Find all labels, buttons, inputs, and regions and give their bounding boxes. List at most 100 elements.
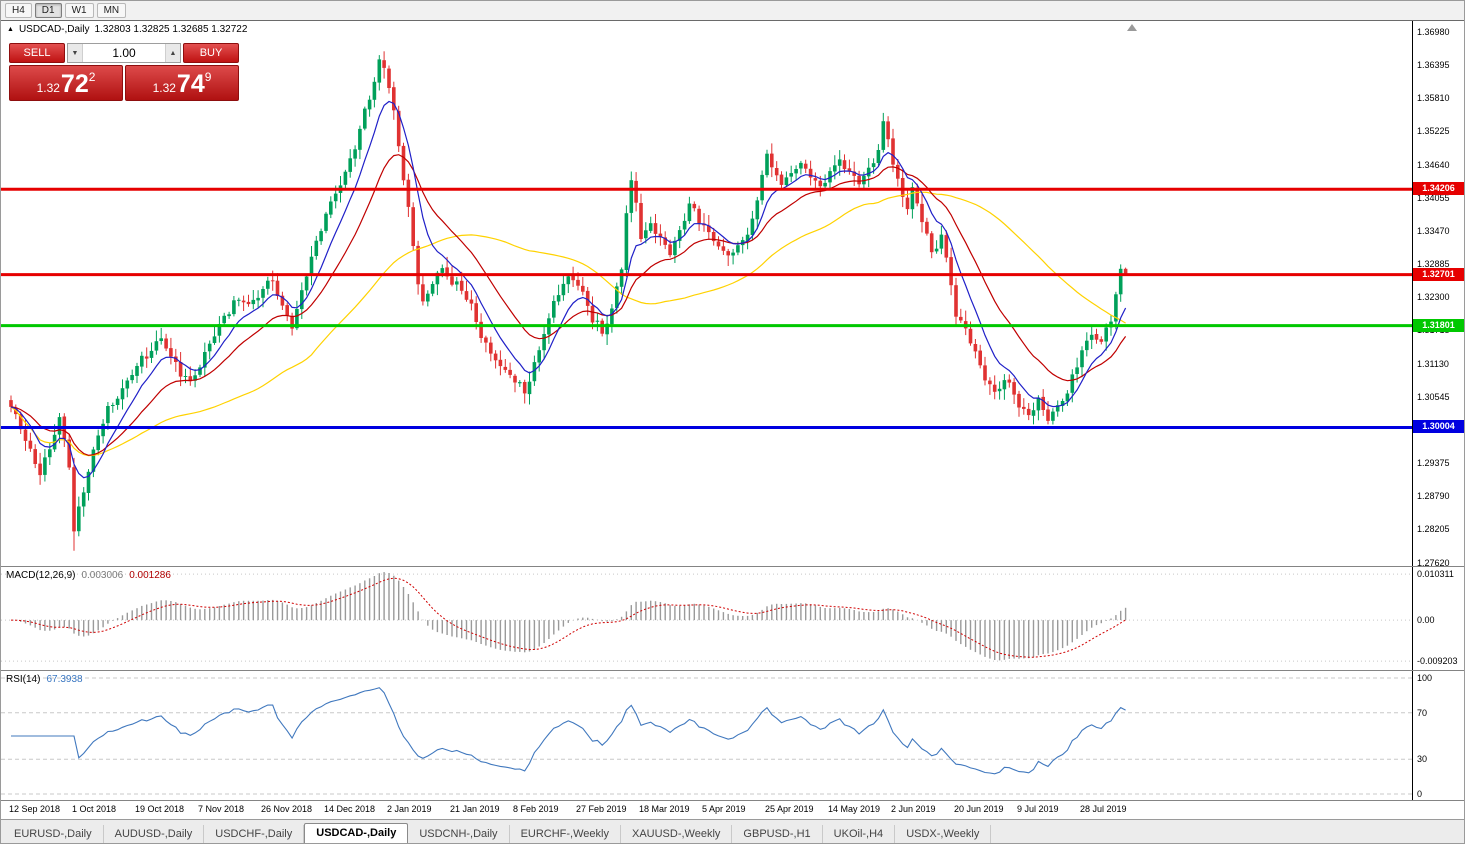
rsi-axis-label: 30 — [1417, 754, 1428, 765]
price-chart-canvas[interactable] — [1, 21, 1412, 566]
ohlc-values: 1.32803 1.32825 1.32685 1.32722 — [94, 24, 248, 35]
main-chart-panel: 1.36980 1.36395 1.35810 1.35225 1.34640 1.340… — [1, 21, 1464, 566]
chart-tabs-bar: EURUSD-,Daily AUDUSD-,Daily USDCHF-,Daily U… — [1, 819, 1464, 843]
buy-price-point: 9 — [204, 70, 212, 84]
date-axis-label: 1 Oct 2018 — [71, 804, 117, 814]
sell-price-base: 1.32 — [36, 81, 60, 95]
rsi-panel: 100 70 30 0 RSI(14) 67.3938 — [1, 671, 1464, 800]
macd-histogram — [15, 572, 1127, 661]
chart-shift-marker[interactable] — [1127, 24, 1137, 31]
chart-tab-usdx-weekly[interactable]: USDX-,Weekly — [895, 825, 992, 843]
macd-panel: 0.010311 0.00 -0.009203 MACD(12,26,9) 0.00… — [1, 567, 1464, 670]
rsi-axis-label: 100 — [1417, 672, 1433, 683]
volume-stepper: ▼ 1.00 ▲ — [67, 43, 181, 63]
timeframe-button-w1[interactable]: W1 — [64, 3, 94, 18]
sma50-line — [10, 191, 1126, 457]
price-axis-label: 1.28205 — [1417, 524, 1450, 535]
sell-price-point: 2 — [88, 70, 96, 84]
chart-tab-usdcad-daily[interactable]: USDCAD-,Daily — [304, 823, 409, 843]
rsi-value: 67.3938 — [46, 674, 83, 685]
ema20-line — [10, 154, 1127, 456]
date-axis-label: 7 Nov 2018 — [197, 804, 245, 814]
panel-divider[interactable] — [1, 800, 1464, 801]
date-axis-label: 2 Jun 2019 — [890, 804, 936, 814]
price-axis-label: 1.36980 — [1417, 26, 1450, 37]
macd-axis[interactable]: 0.010311 0.00 -0.009203 — [1412, 567, 1464, 670]
panel-divider[interactable] — [1, 566, 1464, 567]
rsi-chart-canvas[interactable] — [1, 671, 1412, 800]
chart-tab-audusd-daily[interactable]: AUDUSD-,Daily — [104, 825, 205, 843]
one-click-trading-panel: SELL ▼ 1.00 ▲ BUY 1.32 72 2 1.32 74 9 — [9, 43, 239, 101]
date-axis-label: 5 Apr 2019 — [701, 804, 746, 814]
price-axis[interactable]: 1.36980 1.36395 1.35810 1.35225 1.34640 1.340… — [1412, 21, 1464, 566]
ema8-line — [10, 100, 1127, 479]
rsi-name: RSI(14) — [6, 674, 41, 685]
date-axis-label: 19 Oct 2018 — [134, 804, 185, 814]
date-axis-label: 20 Jun 2019 — [953, 804, 1004, 814]
date-axis[interactable]: 12 Sep 2018 1 Oct 2018 19 Oct 2018 7 Nov 20… — [1, 801, 1464, 819]
buy-button[interactable]: BUY — [183, 43, 239, 63]
rsi-axis-label: 70 — [1417, 707, 1428, 718]
date-axis-label: 26 Nov 2018 — [260, 804, 313, 814]
price-axis-label: 1.34055 — [1417, 192, 1450, 203]
chart-tab-gbpusd-h1[interactable]: GBPUSD-,H1 — [732, 825, 823, 843]
rsi-axis-label: 0 — [1417, 788, 1423, 799]
symbol-name: USDCAD-,Daily — [18, 24, 90, 35]
macd-signal-value: 0.001286 — [129, 570, 171, 581]
date-axis-label: 14 May 2019 — [827, 804, 881, 814]
chart-tab-eurusd-daily[interactable]: EURUSD-,Daily — [3, 825, 104, 843]
buy-price-display[interactable]: 1.32 74 9 — [125, 65, 239, 101]
price-axis-label: 1.35225 — [1417, 126, 1450, 137]
buy-price-pips: 74 — [176, 70, 205, 98]
macd-label: MACD(12,26,9) 0.003006 0.001286 — [6, 570, 171, 581]
date-axis-label: 25 Apr 2019 — [764, 804, 814, 814]
date-axis-label: 14 Dec 2018 — [323, 804, 376, 814]
sell-price-display[interactable]: 1.32 72 2 — [9, 65, 123, 101]
symbol-marker-icon: ▲ — [7, 25, 14, 33]
price-axis-label: 1.35810 — [1417, 93, 1450, 104]
date-axis-label: 2 Jan 2019 — [386, 804, 432, 814]
date-axis-label: 28 Jul 2019 — [1079, 804, 1127, 814]
price-badge-1.32701[interactable]: 1.32701 — [1413, 267, 1464, 281]
volume-value[interactable]: 1.00 — [112, 46, 136, 60]
macd-axis-label: 0.00 — [1417, 615, 1435, 626]
rsi-label: RSI(14) 67.3938 — [6, 674, 83, 685]
price-axis-label: 1.32885 — [1417, 259, 1450, 270]
timeframe-toolbar: H4 D1 W1 MN — [1, 1, 1464, 21]
price-axis-label: 1.34640 — [1417, 159, 1450, 170]
candles-series — [9, 51, 1128, 551]
price-axis-label: 1.27620 — [1417, 557, 1450, 566]
horizontal-lines — [1, 187, 1412, 429]
price-axis-label: 1.29375 — [1417, 458, 1450, 469]
macd-chart-canvas[interactable] — [1, 567, 1412, 670]
chart-tab-usdchf-daily[interactable]: USDCHF-,Daily — [204, 825, 305, 843]
chart-title: ▲ USDCAD-,Daily 1.32803 1.32825 1.32685 … — [7, 24, 247, 35]
price-axis-label: 1.32300 — [1417, 292, 1450, 303]
price-axis-label: 1.31130 — [1417, 358, 1449, 369]
price-badge-1.30004[interactable]: 1.30004 — [1413, 420, 1464, 434]
rsi-line — [11, 687, 1126, 775]
timeframe-button-mn[interactable]: MN — [96, 3, 127, 18]
buy-price-base: 1.32 — [152, 81, 176, 95]
timeframe-button-h4[interactable]: H4 — [5, 3, 32, 18]
timeframe-button-d1[interactable]: D1 — [34, 3, 62, 18]
chart-tab-eurchf-weekly[interactable]: EURCHF-,Weekly — [510, 825, 621, 843]
chart-tab-xauusd-weekly[interactable]: XAUUSD-,Weekly — [621, 825, 733, 843]
volume-increase-icon[interactable]: ▲ — [165, 44, 180, 62]
macd-name: MACD(12,26,9) — [6, 570, 76, 581]
volume-decrease-icon[interactable]: ▼ — [68, 44, 83, 62]
sell-button[interactable]: SELL — [9, 43, 65, 63]
date-axis-label: 8 Feb 2019 — [512, 804, 559, 814]
rsi-axis[interactable]: 100 70 30 0 — [1412, 671, 1464, 800]
chart-tab-ukoil-h4[interactable]: UKOil-,H4 — [823, 825, 896, 843]
sell-price-pips: 72 — [60, 70, 89, 98]
price-axis-label: 1.30545 — [1417, 391, 1450, 402]
price-badge-1.31801[interactable]: 1.31801 — [1413, 318, 1464, 332]
macd-axis-label: -0.009203 — [1417, 656, 1458, 667]
chart-tab-usdcnh-daily[interactable]: USDCNH-,Daily — [408, 825, 510, 843]
panel-divider[interactable] — [1, 670, 1464, 671]
date-axis-label: 27 Feb 2019 — [575, 804, 627, 814]
price-badge-1.34206[interactable]: 1.34206 — [1413, 182, 1464, 196]
price-axis-label: 1.33470 — [1417, 225, 1450, 236]
